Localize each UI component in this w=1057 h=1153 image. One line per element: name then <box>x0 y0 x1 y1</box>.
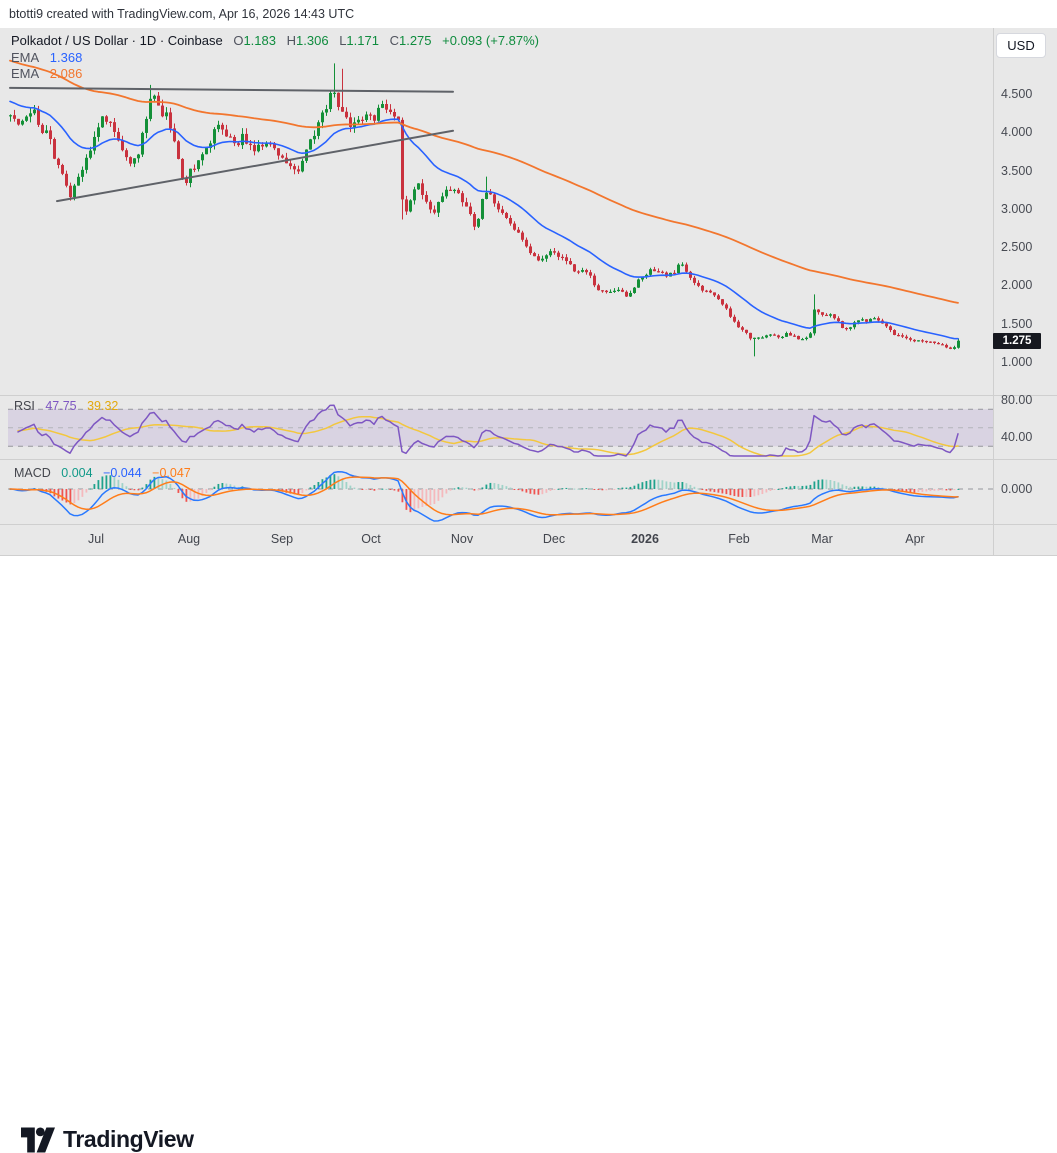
rsi-value: 47.75 <box>45 399 77 413</box>
time-axis-label: Dec <box>542 532 566 546</box>
price-axis-label: 1.000 <box>1001 354 1033 369</box>
macd-label-row[interactable]: MACD 0.004 −0.044 −0.047 <box>14 466 191 480</box>
rsi-label-row[interactable]: RSI 47.75 39.32 <box>14 399 118 413</box>
ohlc-close-value: 1.275 <box>398 33 432 48</box>
time-axis-label: Oct <box>361 532 381 546</box>
rsi-axis-label: 40.00 <box>1001 430 1033 444</box>
change-value: +0.093 (+7.87%) <box>442 33 540 48</box>
macd-axis-label: 0.000 <box>1001 482 1033 496</box>
rsi-ma-value: 39.32 <box>87 399 119 413</box>
price-axis-label: 2.500 <box>1001 240 1033 254</box>
ohlc-low-label: L <box>339 33 347 48</box>
time-axis-label: Aug <box>177 532 201 546</box>
macd-signal-value: −0.047 <box>152 466 191 480</box>
ema-fast-label: EMA <box>11 49 40 65</box>
time-axis-label: Nov <box>450 532 474 546</box>
price-axis-label: 2.000 <box>1001 278 1033 293</box>
ohlc-close-label: C <box>389 33 399 48</box>
ema-slow-value: 2.086 <box>49 66 83 81</box>
price-axis-label: 4.500 <box>1001 87 1033 101</box>
chart-background <box>0 28 1057 556</box>
ema-slow-row[interactable]: EMA 2.086 <box>11 66 539 83</box>
ohlc-high-value: 1.306 <box>296 33 329 48</box>
tradingview-logo-text: TradingView <box>63 1126 194 1152</box>
macd-hist-value: 0.004 <box>61 466 93 480</box>
price-axis-label: 3.000 <box>1001 201 1033 216</box>
time-axis-label: Feb <box>728 532 750 546</box>
ema-fast-row[interactable]: EMA 1.368 <box>11 50 539 67</box>
tradingview-logo[interactable]: TradingView <box>21 1126 194 1153</box>
currency-usd-button[interactable]: USD <box>996 33 1046 58</box>
rsi-axis-label: 80.00 <box>1001 393 1033 407</box>
chart-legend: Polkadot / US Dollar · 1D · Coinbase O1.… <box>11 33 539 83</box>
tradingview-logo-icon <box>21 1127 55 1152</box>
ohlc-open-value: 1.183 <box>243 33 276 48</box>
macd-label: MACD <box>14 466 51 480</box>
attribution-text: btotti9 created with TradingView.com, Ap… <box>0 0 1057 28</box>
macd-line-value: −0.044 <box>103 466 142 480</box>
time-axis-label: Sep <box>270 532 294 546</box>
time-axis-label: Apr <box>905 532 925 546</box>
symbol-title: Polkadot / US Dollar · 1D · Coinbase <box>11 33 223 48</box>
ohlc-low-value: 1.171 <box>346 33 379 48</box>
time-axis-label: Mar <box>811 532 833 546</box>
symbol-title-row[interactable]: Polkadot / US Dollar · 1D · Coinbase O1.… <box>11 33 539 50</box>
footer: TradingView <box>0 556 1057 1152</box>
time-axis-label: 2026 <box>631 532 659 546</box>
ema-fast-value: 1.368 <box>49 49 83 65</box>
ohlc-high-label: H <box>286 33 297 48</box>
price-axis-label: 3.500 <box>1001 163 1033 178</box>
time-axis-label: Jul <box>88 532 104 546</box>
price-axis-label: 4.000 <box>1001 125 1033 140</box>
chart-canvas[interactable] <box>0 0 1057 613</box>
last-price-badge: 1.275 <box>993 332 1041 349</box>
rsi-label: RSI <box>14 399 35 413</box>
price-axis-label: 1.500 <box>1001 316 1033 331</box>
ohlc-open-label: O <box>233 33 244 48</box>
ema-slow-label: EMA <box>11 66 40 81</box>
